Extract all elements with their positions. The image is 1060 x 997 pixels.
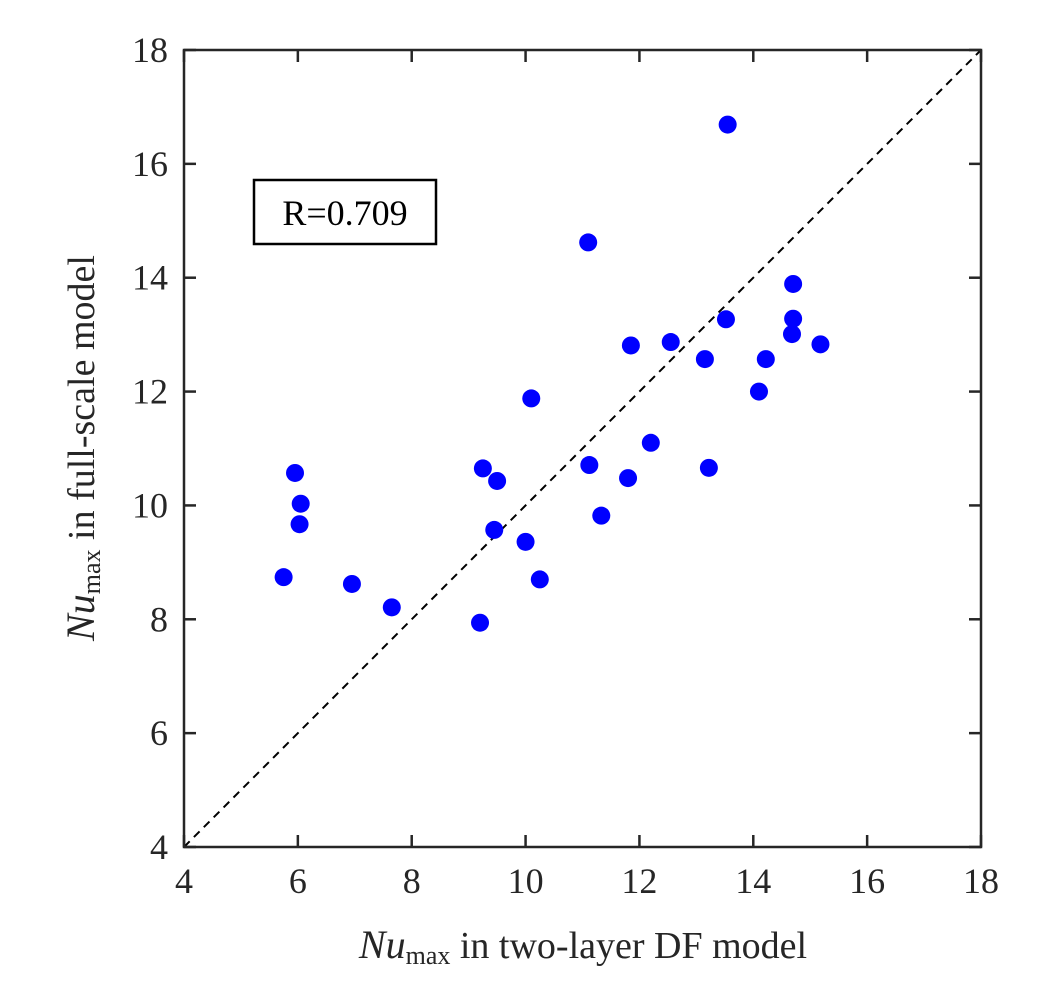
x-tick-label-4: 4 bbox=[175, 861, 193, 901]
x-axis-label-symbol: Nu bbox=[358, 922, 406, 967]
annotation-box: R=0.709 bbox=[252, 178, 438, 246]
data-point-29 bbox=[784, 309, 803, 328]
y-tick-label-6: 6 bbox=[150, 713, 168, 753]
data-point-25 bbox=[749, 382, 768, 401]
data-point-23 bbox=[716, 310, 735, 329]
y-tick-label-18: 18 bbox=[132, 30, 168, 70]
data-point-7 bbox=[471, 613, 490, 632]
data-point-13 bbox=[530, 570, 549, 589]
data-point-28 bbox=[784, 274, 803, 293]
data-point-19 bbox=[641, 433, 660, 452]
data-point-20 bbox=[661, 333, 680, 352]
data-point-4 bbox=[290, 515, 309, 534]
x-tick-labels: 4 6 8 10 12 14 16 18 bbox=[175, 861, 999, 901]
y-tick-label-12: 12 bbox=[132, 372, 168, 412]
data-point-11 bbox=[516, 532, 535, 551]
data-point-3 bbox=[291, 494, 310, 513]
y-tick-label-4: 4 bbox=[150, 827, 168, 867]
x-axis-label-subscript: max bbox=[406, 941, 451, 970]
x-axis-label: Numax in two-layer DF model bbox=[358, 922, 807, 970]
data-point-22 bbox=[699, 458, 718, 477]
y-axis-label-text: in full-scale model bbox=[61, 255, 103, 549]
data-point-21 bbox=[695, 350, 714, 369]
reference-line-layer bbox=[183, 49, 982, 848]
data-point-12 bbox=[522, 389, 541, 408]
y-tick-labels: 4 6 8 10 12 14 16 18 bbox=[132, 30, 168, 867]
y-axis-label-symbol: Nu bbox=[58, 594, 103, 642]
y-tick-label-14: 14 bbox=[132, 258, 168, 298]
data-point-30 bbox=[811, 335, 830, 354]
data-point-27 bbox=[782, 325, 801, 344]
y-tick-label-16: 16 bbox=[132, 144, 168, 184]
data-point-1 bbox=[274, 568, 293, 587]
x-axis-label-text: in two-layer DF model bbox=[450, 925, 807, 967]
data-point-14 bbox=[579, 233, 598, 252]
data-point-10 bbox=[488, 471, 507, 490]
data-point-6 bbox=[382, 598, 401, 617]
x-tick-label-8: 8 bbox=[403, 861, 421, 901]
data-points-layer bbox=[274, 115, 830, 632]
data-point-18 bbox=[621, 336, 640, 355]
data-point-24 bbox=[718, 115, 737, 134]
ticks-layer bbox=[182, 48, 983, 849]
data-point-8 bbox=[473, 459, 492, 478]
data-point-26 bbox=[756, 350, 775, 369]
y-axis-label-subscript: max bbox=[77, 549, 106, 594]
x-tick-label-16: 16 bbox=[849, 861, 885, 901]
data-point-16 bbox=[592, 506, 611, 525]
y-axis-label: Numax in full-scale model bbox=[58, 255, 106, 642]
data-point-9 bbox=[485, 520, 504, 539]
x-tick-label-12: 12 bbox=[621, 861, 657, 901]
x-tick-label-6: 6 bbox=[289, 861, 307, 901]
x-tick-label-18: 18 bbox=[963, 861, 999, 901]
annotation-text: R=0.709 bbox=[282, 193, 407, 233]
x-tick-label-10: 10 bbox=[508, 861, 544, 901]
y-tick-label-8: 8 bbox=[150, 599, 168, 639]
x-tick-label-14: 14 bbox=[735, 861, 771, 901]
data-point-15 bbox=[580, 456, 599, 475]
annotation-frame bbox=[252, 178, 438, 246]
data-point-2 bbox=[286, 463, 305, 482]
data-point-5 bbox=[342, 574, 361, 593]
data-point-17 bbox=[619, 469, 638, 488]
y-tick-label-10: 10 bbox=[132, 485, 168, 525]
reference-line-y-equals-x bbox=[183, 49, 982, 848]
plot-frame bbox=[182, 48, 983, 849]
